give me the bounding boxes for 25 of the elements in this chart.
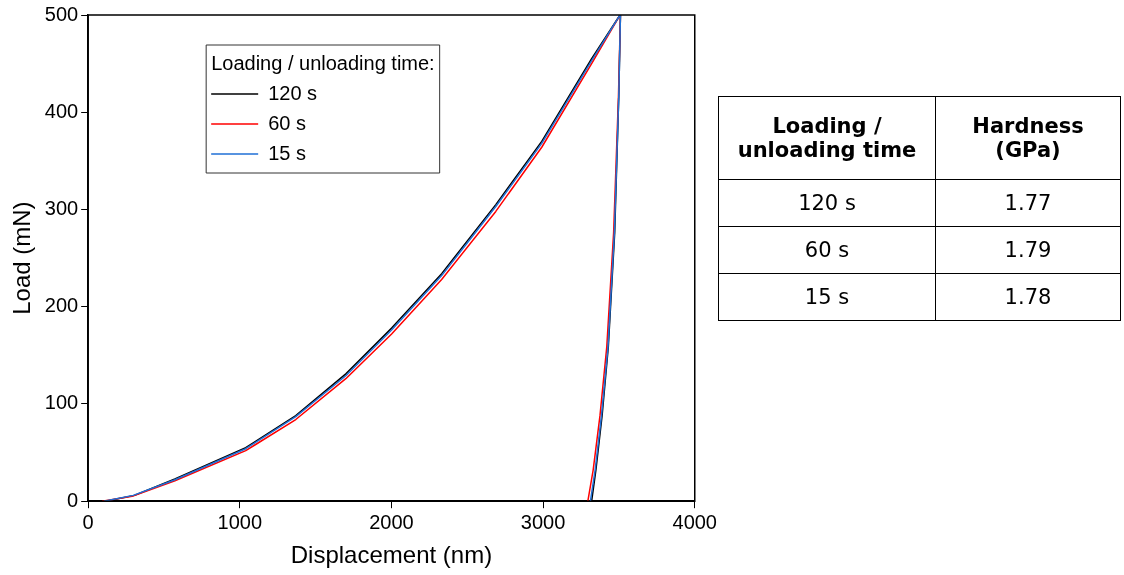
legend-label: 120 s	[268, 81, 318, 104]
text: Hardness (GPa)	[935, 96, 1121, 180]
x-tick-label: 0	[82, 510, 94, 533]
text: Loading / unloading time	[718, 96, 936, 180]
data-label: 1.77	[935, 179, 1121, 227]
y-tick-label: 300	[44, 197, 79, 219]
x-axis-title: Displacement (nm)	[290, 541, 493, 569]
legend-title: Loading / unloading time:	[211, 51, 435, 74]
legend-label: 60 s	[268, 111, 306, 134]
data-label: 1.79	[935, 226, 1121, 274]
y-tick-label: 200	[44, 294, 79, 317]
category-label: 60 s	[718, 226, 936, 274]
category-label: 120 s	[718, 179, 936, 227]
x-tick-label: 2000	[369, 510, 414, 533]
category-label: 15 s	[718, 273, 936, 321]
y-axis-title: Load (mN)	[8, 201, 36, 315]
y-tick-label: 500	[44, 2, 79, 25]
x-tick-label: 1000	[217, 510, 263, 533]
data-label: 1.78	[935, 273, 1121, 321]
x-tick-label: 3000	[520, 510, 566, 533]
y-tick-label: 0	[67, 488, 79, 511]
y-tick-label: 400	[44, 99, 79, 122]
x-tick-label: 4000	[672, 510, 717, 533]
y-tick-label: 100	[44, 391, 79, 414]
legend-label: 15 s	[268, 141, 306, 164]
